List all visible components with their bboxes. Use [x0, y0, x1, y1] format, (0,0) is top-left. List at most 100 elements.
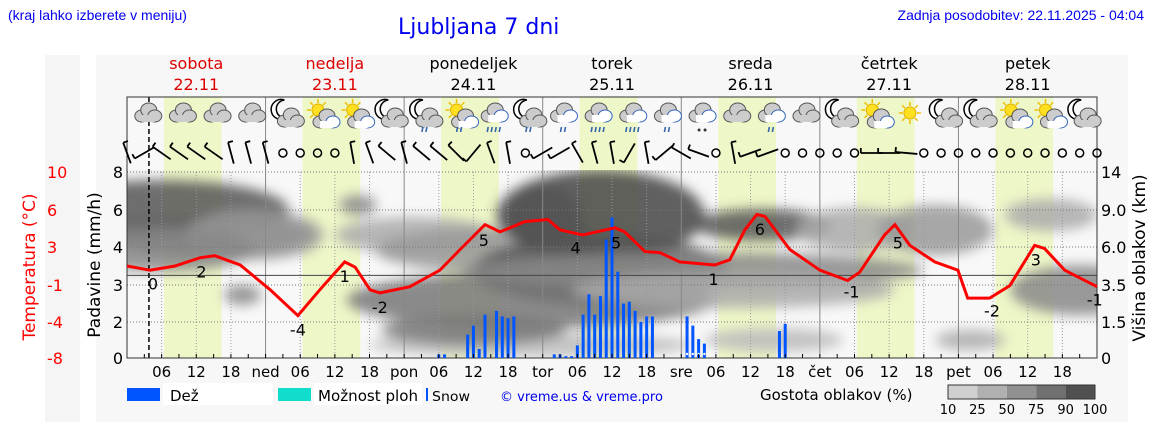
cloud-height-tick: 3.5	[1101, 276, 1126, 295]
wind-row	[122, 140, 1102, 164]
left-panel	[45, 55, 80, 422]
rain-bar	[564, 356, 568, 358]
cloud-rain-icon	[653, 102, 682, 133]
cloud-rain-heavy-icon	[584, 102, 613, 133]
rain-bar	[466, 334, 470, 358]
x-tick-label: 18	[914, 363, 933, 381]
rain-bar	[570, 356, 574, 358]
temperature-label: 0	[148, 275, 158, 294]
wind-calm-icon	[953, 148, 964, 158]
wind-barb-icon	[186, 142, 206, 161]
day-date: 27.11	[866, 75, 912, 94]
day-name: sreda	[728, 54, 772, 73]
temperature-label: -2	[372, 298, 388, 317]
rain-bar	[500, 316, 504, 358]
day-date: 23.11	[312, 75, 358, 94]
wind-calm-icon	[312, 148, 323, 158]
wind-barb-icon	[547, 146, 571, 160]
rain-bar	[598, 296, 602, 358]
temperature-label: 3	[1031, 251, 1041, 270]
rain-bar	[581, 314, 585, 358]
moon-cloud-icon	[1067, 98, 1102, 128]
location-hint[interactable]: (kraj lahko izberete v meniju)	[8, 7, 187, 23]
day-name: petek	[1005, 54, 1051, 73]
cloud-height-tick: 6.0	[1101, 238, 1126, 257]
cloud-rain-icon	[757, 102, 786, 133]
wind-calm-icon	[1040, 148, 1050, 158]
last-updated: Zadnja posodobitev: 22.11.2025 - 04:04	[897, 7, 1144, 23]
rain-bar	[639, 322, 643, 358]
rain-bar	[697, 339, 701, 358]
x-tick-label: 18	[637, 363, 656, 381]
rain-bar	[506, 318, 510, 358]
legend-showers-swatch	[278, 388, 311, 401]
cloud-height-axis-title: Višina oblakov (km)	[1130, 174, 1150, 341]
cloud-density-cell	[127, 228, 254, 272]
x-tick-labels: 06 12 18 ned 06 12 18 pon 06 12 18 tor 06 12 18 sre 06 12…	[152, 363, 1072, 381]
cloud-height-tick: 1.5	[1101, 313, 1126, 332]
cloud-density-cell	[935, 330, 1005, 350]
rain-bar	[471, 325, 475, 358]
x-tick-label: 12	[880, 363, 899, 381]
rain-bar	[783, 323, 787, 358]
moon-cloud-small-icon	[374, 98, 409, 128]
sun-cloud-icon	[341, 99, 376, 129]
x-tick-label: 12	[187, 363, 206, 381]
rain-bar	[691, 325, 695, 358]
cloud-density-cell	[224, 285, 261, 305]
weather-icons-row	[134, 98, 1102, 133]
cloud-icon	[723, 102, 752, 123]
day-name: sobota	[169, 54, 223, 73]
day-date: 25.11	[589, 75, 635, 94]
wind-barb-icon	[227, 140, 235, 164]
sun-cloud-icon	[999, 99, 1034, 129]
density-swatch	[948, 385, 978, 399]
temperature-label: -1	[1087, 291, 1103, 310]
wind-calm-icon	[849, 148, 860, 158]
wind-calm-icon	[780, 148, 790, 158]
x-tick-label: 12	[325, 363, 344, 381]
wind-calm-icon	[295, 148, 305, 158]
temperature-label: -4	[290, 321, 306, 340]
wind-calm-icon	[988, 148, 998, 158]
rain-bars	[437, 217, 787, 358]
wind-barb-icon	[670, 142, 692, 160]
rain-bar	[627, 301, 631, 358]
temperature-label: -2	[984, 302, 1000, 321]
cloud-height-tick: 9.0	[1101, 201, 1126, 220]
precip-axis-title: Padavine (mm/h)	[85, 192, 105, 337]
x-tick-label: čet	[808, 363, 831, 381]
wind-barb-icon	[687, 144, 710, 158]
rain-bar	[575, 345, 579, 358]
legend-snow-swatch	[426, 388, 428, 401]
wind-barb-icon	[619, 143, 636, 164]
rain-bar	[495, 310, 499, 358]
x-tick-label: 12	[464, 363, 483, 381]
temperature-label: -1	[844, 283, 860, 302]
moon-cloud-small-icon	[928, 98, 964, 128]
rain-bar	[777, 331, 781, 358]
legend: Dež Možnost ploh Snow © vreme.us & vreme…	[127, 383, 1107, 418]
snow-mark	[703, 352, 706, 356]
snowflake-icon	[697, 128, 707, 132]
copyright-link[interactable]: © vreme.us & vreme.pro	[500, 390, 663, 405]
wind-calm-icon	[711, 148, 721, 158]
rain-bar	[477, 349, 481, 358]
sun-cloud-icon	[861, 99, 895, 129]
cloud-icon	[792, 102, 821, 123]
density-swatch	[1006, 385, 1037, 399]
cloud-height-tick: 14	[1101, 163, 1121, 182]
wind-barb-icon	[737, 148, 762, 158]
x-tick-label: 18	[1053, 363, 1072, 381]
precip-tick: 6	[113, 201, 123, 220]
cloud-rain-heavy-icon	[619, 102, 648, 133]
temperature-label: 4	[571, 238, 581, 257]
precip-tick: 4	[113, 238, 123, 257]
wind-barb-icon	[364, 140, 375, 164]
temp-tick: -8	[47, 349, 63, 368]
wind-barb-icon	[505, 140, 512, 164]
rain-bar	[616, 271, 620, 358]
rain-bar	[604, 239, 608, 358]
x-tick-label: 18	[499, 363, 518, 381]
wind-barb-icon	[244, 140, 252, 164]
